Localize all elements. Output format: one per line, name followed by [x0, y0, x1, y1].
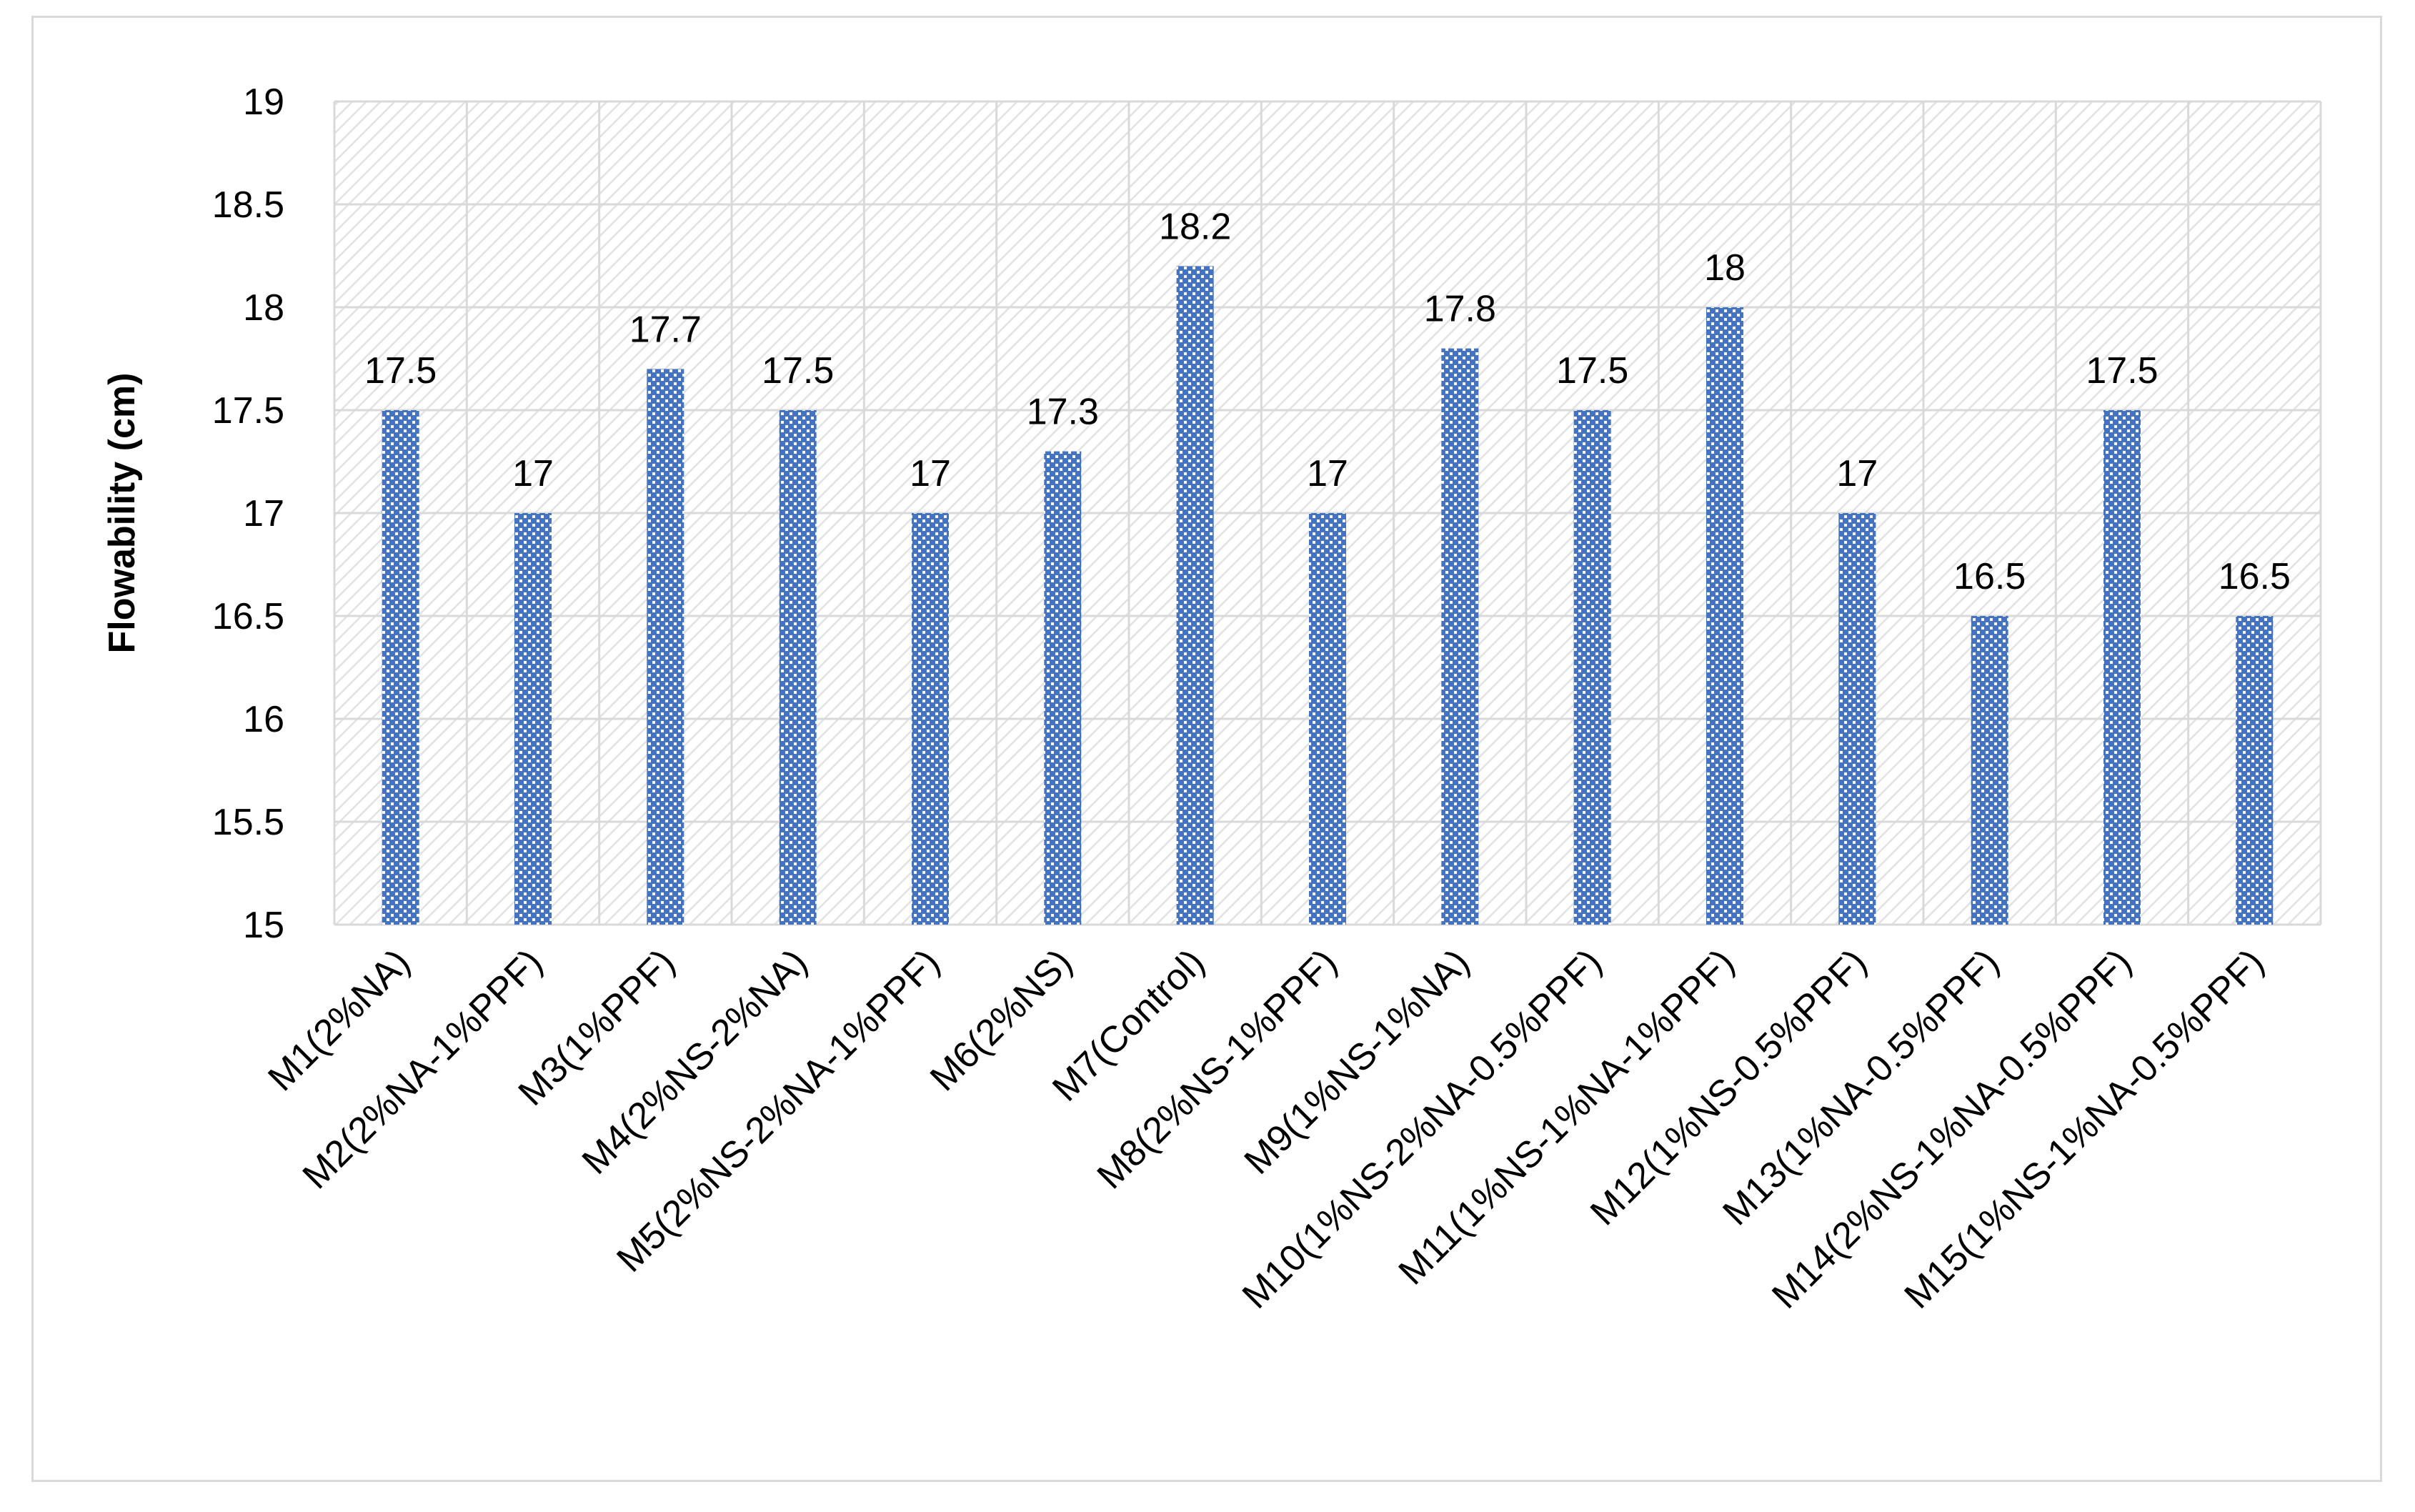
bar — [514, 513, 552, 925]
bar-value-label: 17 — [1836, 453, 1878, 494]
bar-value-label: 17.5 — [762, 350, 834, 392]
x-axis-categories: M1(2%NA)M2(2%NA-1%PPF)M3(1%PPF)M4(2%NS-2… — [260, 941, 2271, 1316]
bar-value-label: 18.2 — [1159, 206, 1231, 247]
y-tick-label: 16.5 — [212, 596, 284, 637]
bar-value-label: 17.7 — [629, 309, 702, 350]
bar — [382, 410, 419, 925]
bar — [1176, 266, 1214, 925]
bar-value-label: 17.8 — [1424, 289, 1496, 330]
bar-value-label: 17.5 — [364, 350, 437, 392]
bar-value-label: 17.5 — [2086, 350, 2158, 392]
bar-value-label: 16.5 — [2219, 556, 2291, 597]
bar-value-label: 17 — [1307, 453, 1348, 494]
y-tick-label: 17.5 — [212, 390, 284, 432]
bar — [2236, 616, 2274, 925]
y-tick-label: 16 — [243, 699, 284, 740]
bar — [1044, 451, 1082, 925]
bar — [912, 513, 949, 925]
bar-value-label: 17.3 — [1027, 392, 1099, 433]
y-tick-label: 15 — [243, 905, 284, 946]
bar — [1838, 513, 1876, 925]
bar — [1441, 348, 1479, 925]
bar — [2103, 410, 2141, 925]
x-category-label: M9(1%NS-1%NA) — [1237, 941, 1478, 1182]
data-labels: 17.5 17 17.7 17.5 17 17.3 18.2 17 17.8 17.5 18 17 16… — [364, 206, 2291, 597]
bar — [1971, 616, 2008, 925]
x-category-label: M2(2%NA-1%PPF) — [295, 941, 551, 1197]
bars — [382, 266, 2274, 925]
y-tick-label: 18.5 — [212, 184, 284, 226]
bar — [1706, 307, 1743, 925]
y-tick-label: 19 — [243, 81, 284, 123]
bar-value-label: 17 — [512, 453, 554, 494]
x-category-label: M8(2%NS-1%PPF) — [1090, 941, 1345, 1197]
bar — [779, 410, 817, 925]
bar — [647, 369, 684, 925]
y-tick-label: 17 — [243, 493, 284, 534]
y-axis-title: Flowability (cm) — [101, 373, 143, 654]
bar-value-label: 16.5 — [1953, 556, 2026, 597]
bar-value-label: 18 — [1704, 247, 1746, 289]
y-axis-ticks: 15 15.5 16 16.5 17 17.5 18 18.5 19 — [212, 81, 284, 946]
bar — [1309, 513, 1346, 925]
x-category-label: M4(2%NS-2%NA) — [574, 941, 815, 1182]
bar-value-label: 17.5 — [1556, 350, 1628, 392]
y-tick-label: 18 — [243, 287, 284, 329]
y-tick-label: 15.5 — [212, 802, 284, 843]
bar — [1573, 410, 1611, 925]
bar-value-label: 17 — [910, 453, 951, 494]
